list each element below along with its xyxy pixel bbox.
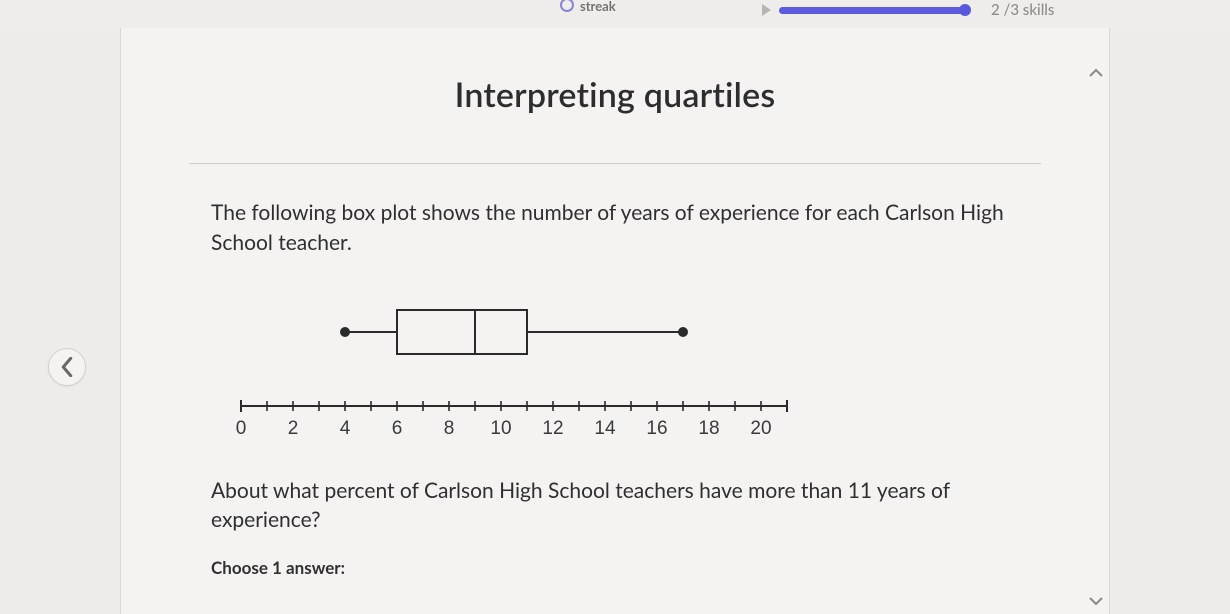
- lesson-title: Interpreting quartiles: [121, 74, 1109, 115]
- progress-bar: 2 /3 skills: [762, 1, 1054, 19]
- scroll-down-icon[interactable]: [1087, 592, 1105, 610]
- boxplot-svg: 0 2 4 6 8 10 12 14 16 18 20: [211, 284, 801, 454]
- progress-track[interactable]: [779, 7, 969, 14]
- svg-text:10: 10: [490, 418, 511, 439]
- svg-text:18: 18: [698, 418, 719, 439]
- svg-text:6: 6: [392, 418, 403, 439]
- skills-count: 2 /3 skills: [991, 1, 1054, 19]
- progress-knob[interactable]: [959, 4, 971, 16]
- topbar: streak 2 /3 skills: [0, 0, 1230, 28]
- previous-button[interactable]: [48, 348, 86, 386]
- prompt: The following box plot shows the number …: [211, 198, 1019, 258]
- choose-label: Choose 1 answer:: [211, 557, 1019, 578]
- svg-text:14: 14: [594, 418, 616, 439]
- chevron-left-icon: [60, 357, 74, 377]
- svg-text:12: 12: [542, 418, 563, 439]
- divider: [189, 163, 1041, 164]
- svg-text:8: 8: [444, 418, 455, 439]
- streak-icon: [560, 0, 574, 12]
- progress-fill: [779, 7, 965, 14]
- svg-text:4: 4: [340, 418, 351, 439]
- streak-indicator: streak: [560, 0, 616, 14]
- question-text: About what percent of Carlson High Schoo…: [211, 476, 1019, 536]
- scroll-up-icon[interactable]: [1087, 64, 1105, 82]
- svg-text:2: 2: [288, 418, 299, 439]
- content-panel: Interpreting quartiles The following box…: [120, 28, 1110, 614]
- page: Interpreting quartiles The following box…: [0, 28, 1230, 614]
- svg-text:20: 20: [750, 418, 771, 439]
- play-icon: [762, 4, 771, 16]
- svg-text:0: 0: [236, 418, 247, 439]
- boxplot-figure: 0 2 4 6 8 10 12 14 16 18 20: [211, 284, 801, 454]
- streak-label: streak: [580, 0, 616, 14]
- svg-text:16: 16: [646, 418, 667, 439]
- prompt-text: The following box plot shows the number …: [211, 198, 1019, 258]
